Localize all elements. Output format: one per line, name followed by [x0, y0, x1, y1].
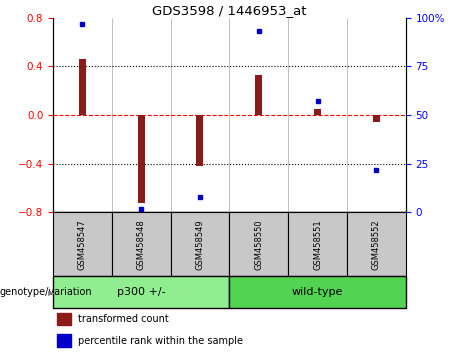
Bar	[57, 313, 71, 325]
Text: transformed count: transformed count	[78, 314, 168, 324]
Bar	[373, 115, 380, 122]
Text: GSM458548: GSM458548	[136, 219, 146, 270]
Bar	[288, 212, 347, 276]
Text: GSM458549: GSM458549	[195, 219, 205, 270]
Bar	[347, 212, 406, 276]
Bar	[171, 212, 230, 276]
Bar	[79, 59, 86, 115]
Text: ►: ►	[48, 287, 56, 297]
Bar	[314, 109, 321, 115]
Bar	[138, 115, 145, 202]
Text: p300 +/-: p300 +/-	[117, 287, 165, 297]
Text: GSM458550: GSM458550	[254, 219, 263, 270]
Bar	[196, 115, 203, 166]
Bar	[255, 75, 262, 115]
Bar	[57, 334, 71, 347]
Text: GSM458547: GSM458547	[78, 219, 87, 270]
Text: wild-type: wild-type	[292, 287, 343, 297]
Text: GSM458552: GSM458552	[372, 219, 381, 270]
Title: GDS3598 / 1446953_at: GDS3598 / 1446953_at	[152, 4, 307, 17]
Bar	[53, 276, 230, 308]
Bar	[229, 212, 288, 276]
Text: GSM458551: GSM458551	[313, 219, 322, 270]
Bar	[53, 212, 112, 276]
Bar	[112, 212, 171, 276]
Bar	[230, 276, 406, 308]
Text: percentile rank within the sample: percentile rank within the sample	[78, 336, 242, 346]
Text: genotype/variation: genotype/variation	[0, 287, 93, 297]
